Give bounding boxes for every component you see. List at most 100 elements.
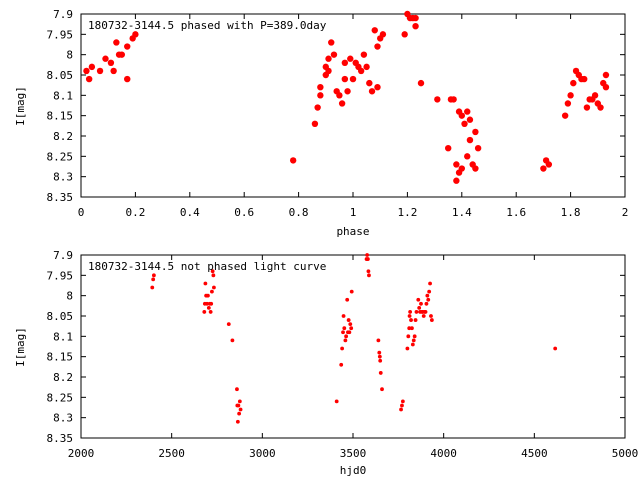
unphased-plot-data-point xyxy=(417,305,422,310)
unphased-plot-ytick-label: 8 xyxy=(66,290,73,303)
phased-plot-data-point xyxy=(325,67,332,75)
phased-plot-data-point xyxy=(545,161,553,168)
unphased-plot-data-point xyxy=(208,310,213,314)
phased-plot-data-point xyxy=(325,55,332,62)
unphased-plot-data-point xyxy=(226,322,231,327)
unphased-plot-xtick-label: 4000 xyxy=(430,447,457,460)
unphased-plot-data-point xyxy=(349,326,354,331)
unphased-plot-data-point xyxy=(209,301,214,306)
phased-plot-data-point xyxy=(434,96,441,103)
unphased-plot-data-point xyxy=(206,305,211,310)
phased-plot-data-point xyxy=(474,145,482,152)
unphased-plot-data-point xyxy=(151,277,156,282)
unphased-plot-ytick-label: 8.15 xyxy=(47,351,74,364)
unphased-plot-ytick-label: 8.2 xyxy=(53,371,73,384)
phased-plot-data-point xyxy=(341,75,349,83)
phased-plot-data-point xyxy=(330,51,338,58)
phased-plot-data-point xyxy=(338,100,346,107)
phased-plot-data-point xyxy=(347,55,354,62)
phased-plot-data-point xyxy=(317,84,324,91)
phased-plot-data-point xyxy=(344,88,351,95)
unphased-plot-data-point xyxy=(413,318,418,322)
unphased-plot-data-point xyxy=(399,407,403,412)
phased-plot-data-point xyxy=(368,88,376,95)
phased-plot-xtick-label: 1 xyxy=(350,206,357,219)
phased-plot-ytick-label: 8.35 xyxy=(47,191,74,204)
unphased-plot-data-point xyxy=(205,301,209,306)
unphased-plot-data-point xyxy=(428,281,432,286)
unphased-plot-ytick-label: 8.1 xyxy=(53,330,73,343)
unphased-plot-data-point xyxy=(367,273,371,278)
phased-plot-data-point xyxy=(453,161,460,168)
phased-plot-data-point xyxy=(96,67,104,75)
phased-plot-data-point xyxy=(118,51,126,58)
unphased-plot-data-point xyxy=(407,314,412,318)
unphased-plot: 2000 2500 3000 3500 4000 4500 5000 7.9 7.95 8 8.05… xyxy=(14,249,638,477)
phased-plot-xtick-label: 1.2 xyxy=(397,206,417,219)
unphased-plot-data-point xyxy=(238,407,243,412)
phased-plot-data-point xyxy=(540,165,547,172)
phased-plot-data-point xyxy=(602,71,610,79)
unphased-plot-xtick-label: 2500 xyxy=(158,447,185,460)
unphased-plot-data-point xyxy=(407,326,412,331)
unphased-plot-data-point xyxy=(421,314,426,318)
unphased-plot-data-point xyxy=(237,399,242,404)
unphased-plot-xtick-label: 3500 xyxy=(340,447,367,460)
phased-plot-data-point xyxy=(570,79,577,87)
unphased-plot-data-point xyxy=(334,399,339,404)
unphased-plot-data-point xyxy=(210,269,215,274)
unphased-plot-data-point xyxy=(410,342,415,347)
unphased-plot-title: 180732-3144.5 not phased light curve xyxy=(88,260,326,273)
unphased-plot-data-point xyxy=(406,334,411,339)
phased-plot-data-point xyxy=(336,92,343,99)
unphased-plot-data-point xyxy=(347,330,352,335)
unphased-plot-points xyxy=(150,253,558,424)
phased-plot-data-point xyxy=(583,104,591,111)
phased-plot-data-point xyxy=(317,92,324,99)
unphased-plot-data-point xyxy=(400,403,404,408)
unphased-plot-data-point xyxy=(405,346,410,351)
phased-plot-data-point xyxy=(102,55,109,62)
phased-plot-ytick-label: 7.9 xyxy=(53,8,73,21)
unphased-plot-data-point xyxy=(400,399,405,404)
phased-plot-xtick-label: 0 xyxy=(78,206,85,219)
phased-plot-ytick-label: 7.95 xyxy=(47,28,74,41)
unphased-plot-data-point xyxy=(425,293,430,298)
phased-plot-xlabel: phase xyxy=(336,225,369,238)
unphased-plot-data-point xyxy=(429,314,433,318)
phased-plot-data-point xyxy=(371,27,378,34)
unphased-plot-xtick-label: 5000 xyxy=(612,447,639,460)
unphased-plot-data-point xyxy=(203,281,208,286)
unphased-plot-data-point xyxy=(376,338,381,343)
unphased-plot-ylabel: I[mag] xyxy=(14,327,27,367)
unphased-plot-data-point xyxy=(341,314,346,318)
unphased-plot-data-point xyxy=(377,354,382,359)
phased-plot-data-point xyxy=(450,96,457,103)
unphased-plot-data-point xyxy=(341,330,345,335)
unphased-plot-data-point xyxy=(202,310,207,314)
unphased-plot-ytick-label: 8.25 xyxy=(47,391,74,404)
unphased-plot-data-point xyxy=(411,338,416,343)
unphased-plot-data-point xyxy=(349,289,354,294)
phased-plot-xtick-label: 2 xyxy=(622,206,629,219)
unphased-plot-data-point xyxy=(378,358,383,363)
phased-plot-data-point xyxy=(458,165,465,172)
phased-plot-data-point xyxy=(374,84,381,91)
unphased-plot-data-point xyxy=(235,419,240,424)
phased-plot-data-point xyxy=(289,157,297,164)
unphased-plot-xtick-label: 4500 xyxy=(521,447,548,460)
unphased-plot-data-point xyxy=(211,273,216,278)
unphased-plot-data-point xyxy=(151,273,156,278)
phased-plot-data-point xyxy=(597,104,604,111)
unphased-plot-data-point xyxy=(345,297,350,302)
phased-plot-xtick-label: 1.6 xyxy=(506,206,526,219)
phased-plot-data-point xyxy=(564,100,572,107)
unphased-plot-xlabel: hjd0 xyxy=(340,464,367,477)
unphased-plot-ticks: 2000 2500 3000 3500 4000 4500 5000 7.9 7.95 8 8.05… xyxy=(47,249,639,460)
phased-plot-title: 180732-3144.5 phased with P=389.0day xyxy=(88,19,327,32)
phased-plot-ytick-label: 8.2 xyxy=(53,130,73,143)
unphased-plot-data-point xyxy=(366,269,371,274)
unphased-plot-data-point xyxy=(408,310,413,314)
